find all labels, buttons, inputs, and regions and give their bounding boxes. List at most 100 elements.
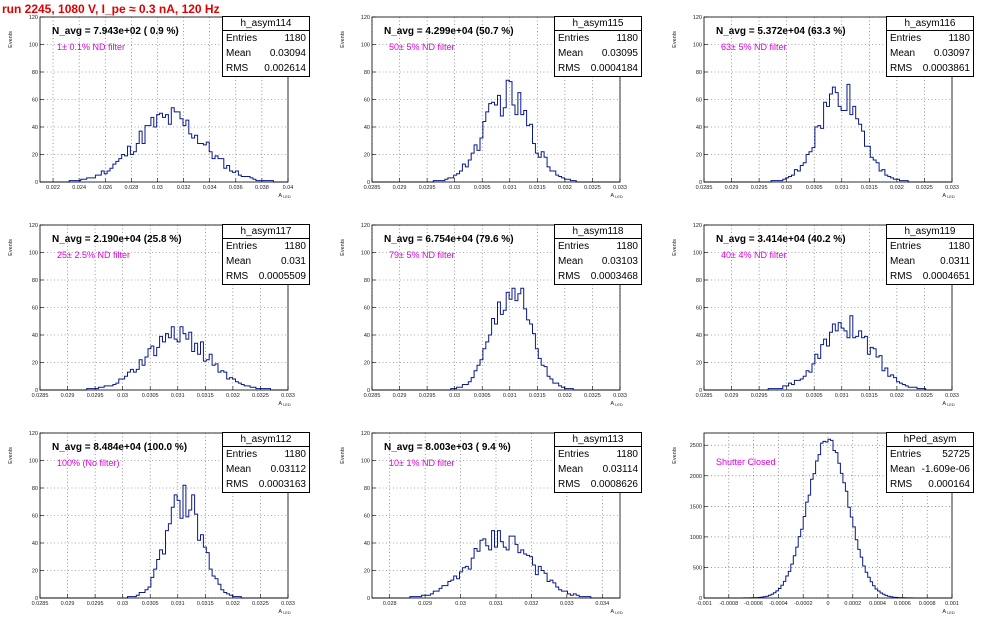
- stats-label: Entries: [890, 241, 922, 252]
- stats-label: Mean: [226, 48, 252, 59]
- y-tick-label: 60: [32, 306, 38, 312]
- histogram-panel-h_asym113: 0.028 0.029 0.03 0.031 0.032 0.033 0.034 0 20 40 6…: [332, 416, 664, 623]
- x-tick-label: -0.0008: [719, 601, 738, 607]
- filter-label: 79± 5% ND filter: [389, 250, 455, 260]
- histogram-line: [704, 438, 952, 599]
- histogram-svg: 0.0285 0.029 0.0295 0.03 0.0305 0.031 0.0315 0.…: [672, 15, 959, 199]
- stats-box: h_asym117 Entries 1180 Mean 0.031 RMS 0.000550…: [222, 224, 310, 285]
- stats-value: 0.0311: [940, 256, 970, 267]
- stats-row-entries: Entries 1180: [223, 447, 309, 462]
- stats-row-mean: Mean 0.0311: [887, 254, 973, 269]
- y-axis-label: Events: [340, 239, 346, 256]
- x-tick-label: 0.031: [171, 601, 185, 607]
- histogram-line: [40, 107, 288, 183]
- stats-row-rms: RMS 0.000164: [887, 477, 973, 492]
- y-tick-label: 120: [29, 431, 38, 437]
- y-tick-label: 100: [29, 43, 38, 49]
- x-tick-label: 0.0325: [916, 393, 933, 399]
- y-tick-label: 40: [696, 125, 702, 131]
- x-tick-label: 0.03: [449, 185, 460, 191]
- y-tick-label: 20: [364, 569, 370, 575]
- y-tick-label: 80: [364, 278, 370, 284]
- stats-label: RMS: [226, 271, 249, 282]
- histogram-name: h_asym113: [555, 433, 641, 447]
- stats-box: h_asym112 Entries 1180 Mean 0.03112 RMS 0.0003…: [222, 432, 310, 493]
- x-tick-label: 0.028: [383, 601, 397, 607]
- x-tick-label: 0.0285: [32, 393, 49, 399]
- y-tick-label: 40: [32, 541, 38, 547]
- x-axis-label: A: [610, 193, 614, 199]
- histogram-name: h_asym114: [223, 17, 309, 31]
- x-axis-label-subscript: LED: [283, 610, 291, 615]
- histogram-name: h_asym119: [887, 225, 973, 239]
- y-tick-label: 20: [32, 361, 38, 367]
- x-axis-label-subscript: LED: [947, 194, 955, 199]
- x-tick-label: 0.0305: [142, 601, 159, 607]
- y-axis-label: Events: [672, 447, 678, 464]
- stats-row-rms: RMS 0.002614: [223, 61, 309, 76]
- stats-row-rms: RMS 0.0008626: [555, 477, 641, 492]
- stats-label: Mean: [226, 464, 252, 475]
- y-tick-label: 0: [699, 596, 702, 602]
- stats-label: Mean: [890, 464, 916, 475]
- x-tick-label: 0.03: [781, 185, 792, 191]
- stats-box: hPed_asym Entries 52725 Mean -1.609e-06 RMS 0.…: [886, 432, 974, 493]
- y-tick-label: 60: [364, 98, 370, 104]
- stats-value: 1180: [616, 33, 638, 44]
- x-tick-label: 0.03: [455, 601, 466, 607]
- histogram-panel-h_asym114: 0.022 0.024 0.026 0.028 0.03 0.032 0.034 0.036 0…: [0, 0, 332, 207]
- navg-label: N_avg = 3.414e+04 (40.2 %): [716, 234, 846, 245]
- x-tick-label: 0.0295: [419, 185, 436, 191]
- x-axis-label: A: [942, 193, 946, 199]
- x-tick-label: 0.03: [117, 601, 128, 607]
- stats-value: -1.609e-06: [921, 464, 970, 475]
- x-tick-label: 0.03: [449, 393, 460, 399]
- x-tick-label: 0.03: [117, 393, 128, 399]
- navg-label: N_avg = 5.372e+04 (63.3 %): [716, 26, 846, 37]
- x-tick-label: 0.0315: [197, 601, 214, 607]
- stats-label: RMS: [558, 271, 581, 282]
- x-tick-label: 0.0295: [751, 185, 768, 191]
- stats-row-entries: Entries 1180: [887, 31, 973, 46]
- navg-label: N_avg = 8.484e+04 (100.0 %): [52, 442, 188, 453]
- y-tick-label: 20: [364, 361, 370, 367]
- x-tick-label: 0.032: [226, 393, 240, 399]
- x-tick-label: 0.022: [46, 185, 60, 191]
- x-tick-label: 0.032: [890, 185, 904, 191]
- stats-label: RMS: [226, 479, 249, 490]
- y-tick-label: 40: [32, 333, 38, 339]
- y-tick-label: 20: [696, 361, 702, 367]
- x-tick-label: 0.0285: [696, 393, 713, 399]
- histogram-panel-h_asym119: 0.0285 0.029 0.0295 0.03 0.0305 0.031 0.0315 0.…: [664, 208, 996, 415]
- y-tick-label: 0: [35, 180, 38, 186]
- y-tick-label: 40: [696, 333, 702, 339]
- y-tick-label: 120: [361, 223, 370, 229]
- stats-value: 0.03103: [601, 256, 638, 267]
- x-axis-label: A: [942, 609, 946, 615]
- x-axis-label: A: [278, 401, 282, 407]
- histogram-panel-h_asym118: 0.0285 0.029 0.0295 0.03 0.0305 0.031 0.0315 0.…: [332, 208, 664, 415]
- histogram-svg: 0.022 0.024 0.026 0.028 0.03 0.032 0.034 0.036 0…: [8, 15, 293, 199]
- histogram-name: h_asym117: [223, 225, 309, 239]
- stats-row-mean: Mean 0.03112: [223, 462, 309, 477]
- x-tick-label: 0.0006: [894, 601, 911, 607]
- y-tick-label: 40: [364, 333, 370, 339]
- histogram-line: [372, 530, 620, 599]
- stats-value: 0.0005509: [258, 271, 306, 282]
- y-tick-label: 0: [367, 180, 370, 186]
- stats-value: 1180: [616, 449, 638, 460]
- histogram-line: [704, 315, 952, 391]
- x-tick-label: 0.033: [945, 185, 959, 191]
- y-tick-label: 80: [696, 70, 702, 76]
- y-tick-label: 120: [361, 15, 370, 21]
- y-tick-label: 20: [696, 153, 702, 159]
- x-tick-label: 0.031: [503, 393, 517, 399]
- histogram-line: [40, 326, 288, 391]
- y-tick-label: 20: [32, 569, 38, 575]
- stats-row-entries: Entries 1180: [555, 447, 641, 462]
- histogram-line: [40, 484, 288, 599]
- x-tick-label: 0.0002: [844, 601, 861, 607]
- x-tick-label: 0.033: [560, 601, 574, 607]
- x-tick-label: -0.001: [696, 601, 712, 607]
- stats-value: 52725: [942, 449, 970, 460]
